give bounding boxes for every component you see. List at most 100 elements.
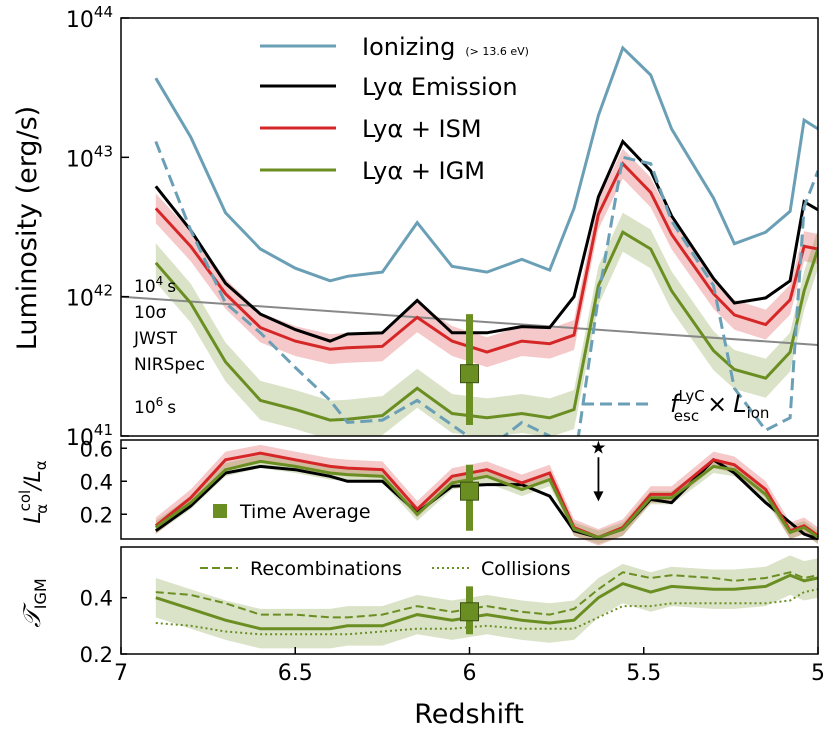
igm-line-ly-igm [155,573,819,631]
ref-10e6-label: 106 s [134,395,176,418]
y-tick-label-1: 1042 [66,282,113,312]
ref-10e4-base: 10 [134,277,156,297]
line-f-esc-lyc-l-ion [154,140,818,436]
x-tick-label-3: 5.5 [626,661,661,686]
ratio-line-ly-ism [154,451,819,540]
ratio-y-label: Lcolα/Lα [16,460,51,523]
ratio-sup: col [16,490,34,512]
ratio-y-tick-label-1: 0.4 [80,470,113,494]
igm-time-average [460,586,479,635]
star-icon: ★ [590,437,606,458]
igm-panel: 0.2 0.4 7 6.5 6 5.5 5 𝒯IGM Recombinations Col… [18,546,825,730]
ratio-line-ly-emission [154,457,819,541]
igm-sub: IGM [31,578,50,609]
y-tick-label-0: 1041 [66,421,113,451]
ratio-lines [154,451,819,541]
ratio-time-average-marker [460,481,479,501]
igm-y-tick-label-1: 0.4 [80,587,113,611]
luminosity-frame [120,17,819,437]
line-ly-ism [154,161,818,354]
igm-lines [155,571,819,636]
legend-label-lya-igm: Lyα + IGM [362,157,485,185]
y-tick-base-0: 10 [66,426,94,451]
x-tick-label-2: 6 [463,661,477,686]
arrow-head-icon [593,491,604,502]
legend-label-ionizing: Ionizing (> 13.6 eV) [362,33,529,61]
legend-label-recombinations: Recombinations [250,558,402,580]
line-ly-emission [154,138,818,343]
sigma-label: 10σ [134,303,167,323]
jwst-label: JWST [133,329,178,349]
legend-label-collisions: Collisions [481,558,570,580]
ref-10e6-unit: s [167,398,176,418]
line-ionizing [154,45,818,283]
fesc-L-sub: ion [747,404,770,422]
legend-ionizing-text: Ionizing [362,33,455,61]
ref-10e4-label: 104 s [134,274,176,297]
time-average-marker [460,364,479,384]
line-ly-igm [154,230,818,422]
ref-10e6-exp: 6 [156,395,164,409]
ref-10e4-unit: s [167,277,176,297]
ratio-y-label-text: Lcolα/Lα [16,460,51,523]
igm-time-average-marker [460,602,479,622]
ref-10e6-base: 10 [134,398,156,418]
igm-line-recombinations [155,571,819,619]
igm-y-label: 𝒯IGM [18,578,50,627]
y-tick-exp-0: 41 [94,421,113,439]
legend-label-fesc: fLyC esc × Lion [670,387,769,425]
band-ly-igm [155,212,818,436]
x-ticks: 7 6.5 6 5.5 5 [114,647,825,686]
fesc-times: × [707,390,727,418]
legend-ionizing-note: (> 13.6 eV) [465,45,529,58]
x-tick-label-4: 5 [811,661,825,686]
igm-frame [120,546,819,655]
ratio-y-tick-label-2: 0.6 [80,437,113,461]
fesc-legend: fLyC esc × Lion [582,387,769,425]
ratio-line-ly-igm [154,459,819,539]
ratio-sub2: α [32,460,50,470]
igm-y-label-text: 𝒯IGM [18,578,50,627]
igm-y-tick-label-0: 0.2 [80,643,113,667]
y-tick-label-3: 1044 [66,3,113,33]
igm-bands [155,555,818,649]
y-tick-exp-2: 43 [94,142,113,160]
ratio-L1: L [21,511,46,523]
ratio-band-ly-igm [155,454,819,544]
y-tick-exp-1: 42 [94,282,113,300]
ratio-time-average [460,464,479,531]
ratio-y-tick-label-0: 0.2 [80,503,113,527]
x-axis-label: Redshift [414,699,524,730]
fesc-sup: LyC [678,387,704,405]
luminosity-legend: Ionizing (> 13.6 eV) Lyα Emission Lyα + I… [260,33,529,185]
igm-line-collisions [155,588,819,636]
ratio-slash: /L [21,470,46,492]
ratio-panel: 0.20.40.6 Lcolα/Lα ★ Time Average [16,437,819,546]
y-tick-base-1: 10 [66,287,94,312]
luminosity-lines [154,45,818,436]
fesc-L: L [733,390,746,418]
legend-label-lya-ism: Lyα + ISM [362,115,482,143]
nirspec-label: NIRSpec [134,355,205,375]
igm-band-ly-igm [155,555,818,649]
luminosity-time-average [460,314,479,425]
legend-label-lya-emission: Lyα Emission [362,73,518,101]
fesc-sub: esc [674,407,699,425]
band-ly-ism [155,148,818,368]
luminosity-bands [155,148,818,436]
y-tick-exp-3: 44 [94,3,113,21]
luminosity-y-label: Luminosity (erg/s) [12,106,43,350]
ref-10e4-exp: 4 [156,274,164,288]
ratio-sub: α [33,504,51,514]
x-tick-label-1: 6.5 [278,661,313,686]
y-tick-base-2: 10 [66,147,94,172]
igm-y-ticks: 0.2 0.4 [80,587,127,667]
time-average-legend-label: Time Average [239,501,371,523]
time-average-legend-swatch [213,504,227,518]
x-tick-label-0: 7 [114,661,128,686]
ratio-frame [120,439,819,540]
y-tick-base-3: 10 [66,8,94,33]
